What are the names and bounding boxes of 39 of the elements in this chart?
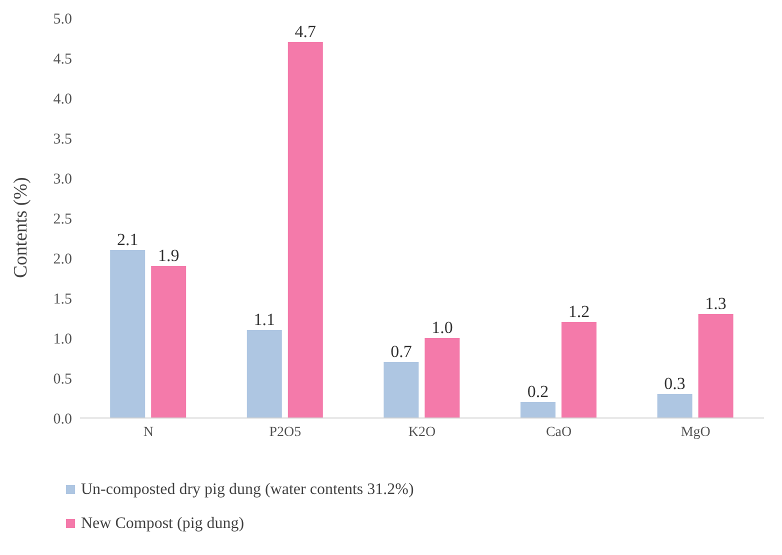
data-label: 1.2 <box>568 302 590 321</box>
bar <box>424 338 460 418</box>
y-tick-label: 4.5 <box>53 51 72 68</box>
data-label: 0.3 <box>664 374 686 393</box>
bar <box>657 394 692 418</box>
bar <box>384 362 419 418</box>
bar <box>110 250 146 418</box>
x-tick-label: P2O5 <box>269 424 302 440</box>
y-tick-label: 3.0 <box>53 171 72 188</box>
y-tick-label: 3.5 <box>53 131 72 148</box>
y-tick-label: 4.0 <box>53 91 72 108</box>
bar <box>288 42 323 418</box>
data-label: 0.2 <box>527 382 549 401</box>
data-label: 1.9 <box>158 246 180 265</box>
bar <box>561 322 596 418</box>
data-label: 1.3 <box>705 294 726 313</box>
x-tick-label: K2O <box>408 424 436 440</box>
y-tick-label: 2.0 <box>53 251 72 268</box>
x-tick-label: MgO <box>680 424 710 440</box>
x-tick-label: N <box>143 424 154 440</box>
x-tick-label: CaO <box>546 424 572 440</box>
bar <box>151 266 186 418</box>
y-tick-label: 0.5 <box>53 371 72 388</box>
legend-label: New Compost (pig dung) <box>81 515 244 532</box>
bar <box>520 402 556 418</box>
data-label: 0.7 <box>390 342 412 361</box>
y-tick-label: 2.5 <box>53 211 72 228</box>
data-label: 4.7 <box>294 22 317 41</box>
y-axis-title: Contents (%) <box>10 177 32 278</box>
bar <box>698 314 734 418</box>
y-tick-label: 0.0 <box>53 411 72 428</box>
data-label: 1.0 <box>432 318 453 337</box>
y-tick-label: 5.0 <box>53 11 72 28</box>
legend-label: Un-composted dry pig dung (water contents 31.2%) <box>81 481 414 498</box>
y-tick-label: 1.5 <box>53 291 72 308</box>
data-label: 1.1 <box>254 310 276 329</box>
data-label: 2.1 <box>116 230 138 249</box>
bar <box>246 330 282 418</box>
y-tick-label: 1.0 <box>53 331 72 348</box>
